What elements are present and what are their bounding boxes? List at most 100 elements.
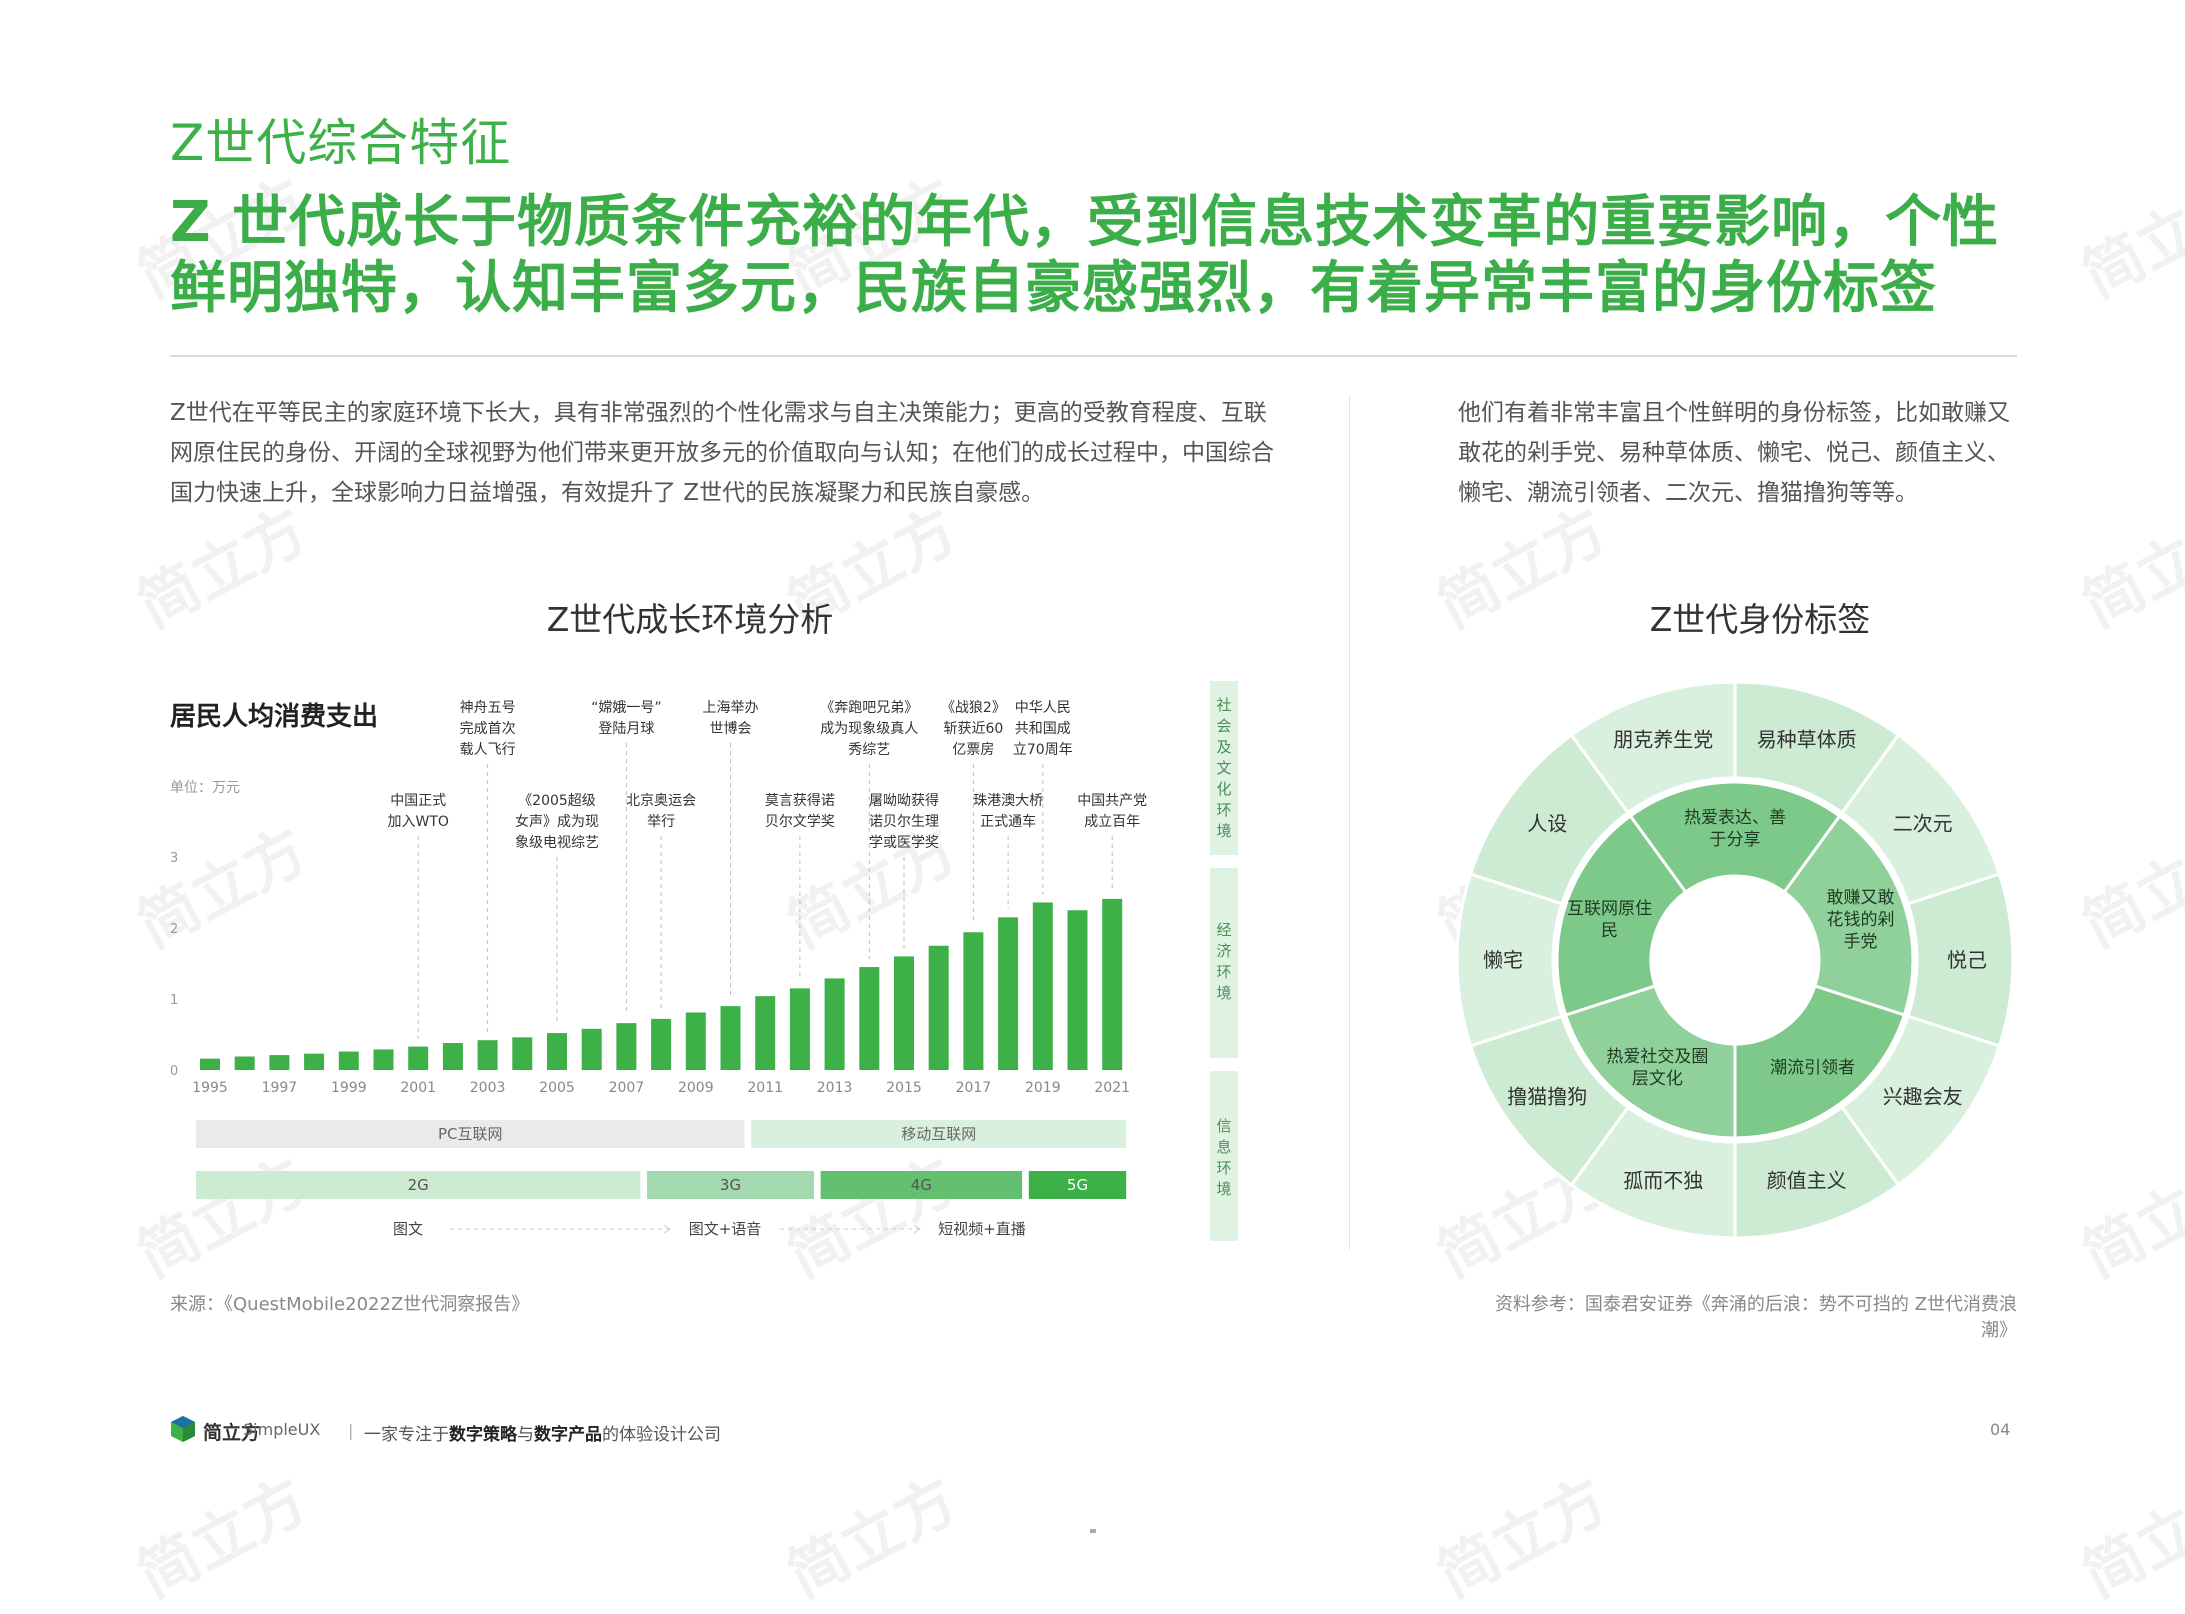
identity-tags-chart-title: Z世代身份标签: [1649, 600, 1871, 639]
event-label: 秀综艺: [848, 742, 890, 758]
outer-tag-label: 兴趣会友: [1883, 1084, 1963, 1108]
bar-2019: [1032, 902, 1053, 1070]
tagline-part: 的体验设计公司: [602, 1425, 721, 1445]
band-social-label: 社会及文化环境: [1216, 696, 1232, 840]
event-label: 学或医学奖: [869, 834, 939, 851]
brand-logo-icon: [171, 1416, 195, 1442]
network-lane-label: 4G: [911, 1176, 932, 1194]
intro-paragraph-left: Z世代在平等民主的家庭环境下长大，具有非常强烈的个性化需求与自主决策能力；更高的…: [170, 400, 1274, 506]
inner-tag-label: 手党: [1844, 932, 1878, 952]
bar-2001: [408, 1046, 429, 1070]
content-stage-label: 图文: [393, 1220, 423, 1238]
watermark: 简立方: [2071, 1465, 2185, 1612]
growth-environment-chart-title: Z世代成长环境分析: [546, 600, 834, 639]
bar-1999: [338, 1051, 359, 1070]
bar-2005: [547, 1033, 567, 1070]
internet-lane-label: 移动互联网: [901, 1125, 976, 1143]
event-label: 中国共产党: [1077, 793, 1147, 809]
tagline-part: 与: [517, 1425, 534, 1445]
tagline-bold: 数字产品: [534, 1425, 602, 1445]
event-label: 《奔跑吧兄弟》: [820, 700, 918, 716]
event-label: 共和国成: [1015, 721, 1071, 737]
unit-label: 单位：万元: [170, 780, 240, 796]
network-lane-label: 5G: [1067, 1176, 1088, 1194]
footer-brand-en: SimpleUX: [243, 1420, 321, 1439]
footer-brand-name: 简立方: [203, 1422, 261, 1444]
event-label: 莫言获得诺: [765, 792, 835, 809]
bar-2011: [755, 996, 776, 1070]
y-tick-label: 1: [170, 993, 178, 1008]
event-label: 成为现象级真人: [820, 721, 918, 737]
outer-tag-label: 懒宅: [1483, 948, 1523, 972]
bar-2013: [824, 978, 845, 1070]
bar-2008: [651, 1018, 672, 1070]
bar-2010: [720, 1006, 741, 1070]
bar-2016: [928, 945, 949, 1070]
x-tick-label: 2017: [956, 1080, 992, 1096]
x-tick-label: 2005: [539, 1080, 575, 1096]
consumption-chart-label: 居民人均消费支出: [170, 702, 379, 732]
outer-tag-label: 朋克养生党: [1613, 727, 1713, 751]
arrow-head-icon: [663, 1224, 671, 1234]
event-label: 贝尔文学奖: [765, 813, 835, 830]
x-tick-label: 2019: [1025, 1080, 1061, 1096]
bar-2012: [789, 988, 810, 1070]
event-label: 载人飞行: [460, 742, 516, 758]
x-tick-label: 2021: [1094, 1080, 1130, 1096]
outer-tag-label: 悦己: [1947, 948, 1987, 972]
event-label: 亿票房: [952, 742, 994, 758]
event-label: 象级电视综艺: [515, 835, 599, 851]
x-tick-label: 2001: [400, 1080, 436, 1096]
event-label: 《战狼2》: [941, 700, 1006, 716]
band-info-label: 信息环境: [1216, 1117, 1232, 1198]
event-annotation: “嫦娥一号” 登陆月球: [591, 700, 662, 1016]
headline: Z 世代成长于物质条件充裕的年代，受到信息技术变革的重要影响，个性鲜明独特，认知…: [170, 190, 2000, 321]
outer-tag-label: 颜值主义: [1767, 1169, 1847, 1193]
event-label: 上海举办: [703, 700, 759, 716]
watermark: 简立方: [2071, 815, 2185, 962]
inner-tag-label: 热爱社交及圈: [1606, 1047, 1708, 1067]
consumption-bar-chart: 0 1 2 3 1995 1997 1999 2001 2003 2005 2007 2009 2011…: [170, 700, 1147, 1238]
inner-tag-label: 互联网原住: [1567, 899, 1652, 919]
outer-tag-label: 孤而不独: [1623, 1169, 1703, 1193]
band-economy: 经济环境: [1210, 868, 1238, 1058]
x-tick-label: 1995: [192, 1080, 228, 1096]
event-label: 女声》成为现: [515, 813, 599, 830]
x-tick-label: 1999: [331, 1080, 367, 1096]
event-label: 加入WTO: [387, 814, 448, 830]
x-tick-label: 2015: [886, 1080, 922, 1096]
event-label: 世博会: [710, 720, 752, 737]
event-label: 中华人民: [1015, 700, 1071, 716]
bar-2009: [685, 1012, 706, 1070]
event-label: 珠港澳大桥: [973, 793, 1043, 809]
bar-2015: [894, 956, 914, 1070]
watermark: 简立方: [2071, 1145, 2185, 1292]
x-tick-label: 2003: [470, 1080, 506, 1096]
bar-2014: [859, 967, 880, 1070]
outer-tag-label: 人设: [1527, 812, 1567, 836]
bar-2002: [442, 1043, 463, 1070]
footer-separator: |: [348, 1421, 354, 1440]
arrow-head-icon: [913, 1224, 921, 1234]
event-label: “嫦娥一号”: [591, 700, 662, 716]
y-tick-label: 3: [170, 851, 178, 866]
inner-tag-label: 于分享: [1710, 830, 1761, 850]
bar-1997: [269, 1055, 290, 1070]
event-annotation: 《战狼2》斩获近60 亿票房: [941, 700, 1006, 925]
network-lane-segment: [820, 1171, 1023, 1199]
bar-2021: [1102, 898, 1123, 1070]
band-information: 信息环境: [1210, 1071, 1238, 1241]
intro-paragraph-right: 他们有着非常丰富且个性鲜明的身份标签，比如敢赚又敢花的剁手党、易种草体质、懒宅、…: [1458, 400, 2010, 506]
event-label: 《2005超级: [518, 793, 596, 809]
network-lane-segment: [1028, 1171, 1127, 1199]
network-lane-label: 2G: [408, 1176, 429, 1194]
